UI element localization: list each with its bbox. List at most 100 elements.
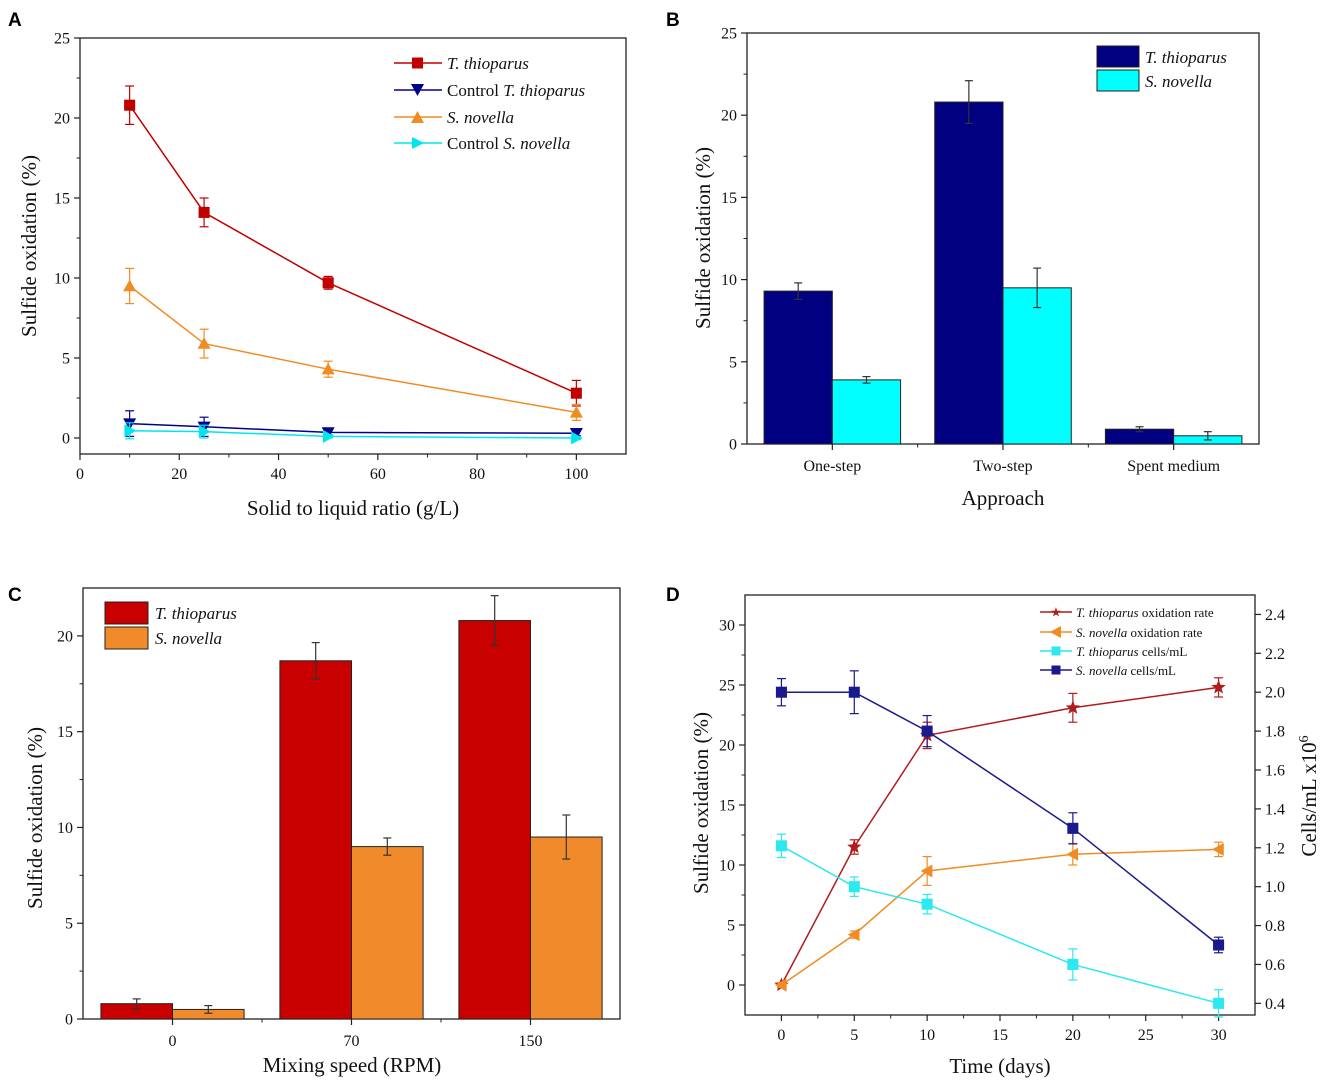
- panel-a-ytick-label-left-5: 25: [54, 31, 70, 48]
- panel-c-bar-70-t-thioparus: [279, 660, 352, 1020]
- panel-d-series-2-t-thioparus-cells-ml-point-4: [1213, 997, 1225, 1009]
- panel-d-series-1-s-novella-oxidation-rate-point-0: [774, 978, 787, 992]
- panel-b-x-axis-label: Approach: [962, 486, 1045, 510]
- panel-b-legend-t-thioparus: T. thioparus: [1145, 48, 1227, 67]
- panel-a-series-3-s-novella-point-1: [198, 425, 211, 439]
- panel-a-letter: A: [8, 10, 22, 31]
- panel-d-ytick-label-right-10: 2.4: [1265, 607, 1285, 624]
- panel-a-series-2-s-novella-line: [129, 285, 577, 414]
- panel-a-legend-s-novella: S. novella: [447, 108, 514, 127]
- panel-c-bar-150-s-novella: [530, 836, 603, 1020]
- panel-a-series-0-t-thioparus-point-2: [322, 277, 334, 289]
- panel-c-bar-70-t-thioparus-error: [311, 641, 320, 680]
- panel-d-letter: D: [666, 585, 680, 606]
- panel-d-xtick-label-5: 25: [1138, 1027, 1154, 1044]
- panel-a-legend-item-control-t-thioparus: Control T. thioparus: [394, 81, 585, 100]
- panel-a-ytick-label-left-3: 15: [54, 191, 70, 208]
- svg-text:S. novella: S. novella: [447, 108, 514, 127]
- panel-d-ticks: 0 5 10 15 20 25 30 0 5 10 15 20 25 30 0.4 0.6 0.8 1.0 1.2 1…: [719, 607, 1285, 1044]
- panel-a-x-axis-label: Solid to liquid ratio (g/L): [247, 496, 459, 520]
- panel-d-series-1-s-novella-oxidation-rate: [774, 841, 1224, 992]
- panel-d-series-1-s-novella-oxidation-rate-point-4: [1212, 842, 1224, 856]
- panel-d-ytick-label-right-0: 0.4: [1265, 996, 1285, 1013]
- panel-d-series-3-s-novella-cells-ml-point-4: [1213, 939, 1225, 951]
- panel-b-ticks: 0 5 10 15 20 25 One-step Two-step Spent medium: [721, 26, 1221, 476]
- panel-d-ytick-label-right-3: 1.0: [1265, 879, 1285, 896]
- panel-a-legend-control-s-novella: S. novella: [503, 134, 570, 153]
- panel-b-xtick-label-one-step: One-step: [803, 458, 861, 475]
- panel-a-series-0-t-thioparus-point-3: [570, 387, 582, 399]
- panel-b-legend-s-novella: S. novella: [1145, 72, 1212, 91]
- panel-c-ticks: 0 5 10 15 20 0 70 150: [57, 628, 543, 1050]
- panel-c-legend-s-novella: S. novella: [155, 629, 222, 648]
- panel-c-bar-150-s-novella-error: [562, 814, 571, 860]
- panel-a-series-3-s-novella-point-3: [571, 431, 583, 445]
- panel-d-series-3-s-novella-cells-ml-point-2: [921, 725, 933, 737]
- panel-d-legend-t-thioparus-oxidation: T. thioparus: [1076, 605, 1139, 620]
- panel-b-ytick-label-left-3: 15: [721, 190, 737, 207]
- panel-c-x-axis-label: Mixing speed (RPM): [263, 1053, 442, 1077]
- panel-b: B 0 5 10 15 20 25 One-step Two-step Spent medium…: [666, 10, 1260, 510]
- panel-d-series-3-s-novella-cells-ml-point-3: [1067, 822, 1079, 834]
- panel-a-legend-t-thioparus: T. thioparus: [447, 54, 529, 73]
- panel-b-bar-two-step-t-thioparus-error: [964, 80, 973, 125]
- panel-a-ytick-label-left-1: 5: [62, 351, 70, 368]
- panel-d-series-3-s-novella-cells-ml-line: [781, 691, 1220, 946]
- panel-b-bars: [763, 80, 1243, 445]
- panel-d-xtick-label-4: 20: [1065, 1027, 1081, 1044]
- panel-b-bar-two-step-t-thioparus: [934, 101, 1004, 445]
- panel-b-legend-swatch-t-thioparus: [1096, 45, 1140, 68]
- panel-a-ytick-label-left-4: 20: [54, 111, 70, 128]
- panel-b-ytick-label-left-2: 10: [721, 272, 737, 289]
- panel-d-x-axis-label: Time (days): [949, 1054, 1050, 1078]
- panel-d-legend: ★ T. thioparus oxidation rate S. novella…: [1040, 605, 1214, 678]
- panel-d-y-axis-label: Sulfide oxidation (%): [689, 712, 713, 894]
- panel-d-series-2-t-thioparus-cells-ml-point-1: [848, 881, 860, 893]
- panel-d-ytick-label-right-1: 0.6: [1265, 957, 1285, 974]
- panel-d-legend-star-icon: ★: [1050, 606, 1062, 621]
- panel-a-ytick-label-left-2: 10: [54, 271, 70, 288]
- panel-d-ytick-label-left-1: 5: [727, 918, 735, 935]
- panel-d-ytick-label-left-5: 25: [719, 678, 735, 695]
- panel-b-bar-one-step-t-thioparus-error: [794, 282, 803, 300]
- panel-a-y-axis-label: Sulfide oxidation (%): [17, 155, 41, 337]
- panel-d-series-0-t-thioparus-oxidation-rate: [774, 677, 1226, 992]
- panel-c-xtick-label-0: 0: [169, 1033, 177, 1050]
- panel-a-series-2-s-novella: [123, 267, 583, 421]
- panel-d-series-0-t-thioparus-oxidation-rate-point-4: [1211, 679, 1226, 694]
- panel-c-ytick-label-left-2: 10: [57, 820, 73, 837]
- panel-d-ytick-label-right-6: 1.6: [1265, 763, 1285, 780]
- panel-a-series-2-s-novella-point-3: [569, 405, 583, 418]
- svg-text:T. thioparus: T. thioparus: [447, 54, 529, 73]
- panel-c-bar-70-s-novella-error: [383, 837, 392, 856]
- panel-a-legend-control-prefix-1: Control: [447, 81, 503, 100]
- panel-b-legend-swatch-s-novella: [1096, 69, 1140, 92]
- panel-a-series-3-s-novella-point-0: [124, 424, 137, 438]
- panel-a-xtick-label-1: 20: [171, 466, 187, 483]
- panel-c-bar-150-t-thioparus-error: [490, 595, 499, 647]
- panel-c-xtick-label-70: 70: [344, 1033, 360, 1050]
- panel-a-series-1-t-thioparus: [123, 410, 583, 440]
- panel-b-ytick-label-left-4: 20: [721, 108, 737, 125]
- panel-b-bar-one-step-t-thioparus: [763, 290, 833, 445]
- panel-d-series-1-s-novella-oxidation-rate-line: [781, 848, 1219, 986]
- panel-a-legend-item-s-novella: S. novella: [394, 108, 514, 127]
- panel-d-legend-t-thioparus-cells: T. thioparus: [1076, 644, 1139, 659]
- panel-d-xtick-label-3: 15: [992, 1027, 1008, 1044]
- svg-text:S. novella cells/mL: S. novella cells/mL: [1076, 663, 1176, 678]
- panel-c-ytick-label-left-1: 5: [65, 916, 73, 933]
- panel-b-ytick-label-left-1: 5: [729, 354, 737, 371]
- panel-d-ytick-label-right-2: 0.8: [1265, 918, 1285, 935]
- panel-c-y-axis-label: Sulfide oxidation (%): [23, 727, 47, 909]
- panel-c-legend-swatch-t-thioparus: [104, 601, 149, 625]
- panel-a-legend: T. thioparus Control T. thioparus S. nov…: [394, 54, 585, 153]
- panel-a-series-0-t-thioparus-point-1: [198, 206, 210, 218]
- panel-a-ticks: 0 20 40 60 80 100 0 5 10 15 20 25: [54, 31, 588, 484]
- panel-a-ytick-label-left-0: 0: [62, 431, 70, 448]
- panel-c-bar-150-t-thioparus: [458, 620, 531, 1020]
- svg-text:Control S. novella: Control S. novella: [447, 134, 570, 153]
- panel-a-legend-control-prefix-2: Control: [447, 134, 503, 153]
- panel-d-series-3-s-novella-cells-ml-point-1: [848, 686, 860, 698]
- panel-b-xtick-label-two-step: Two-step: [973, 458, 1032, 475]
